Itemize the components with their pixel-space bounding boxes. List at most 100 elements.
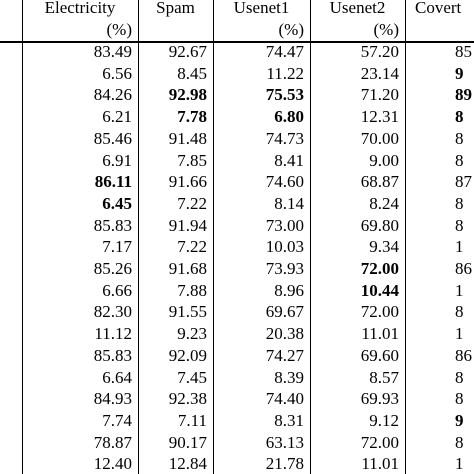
table-cell: 68.87 [360, 172, 399, 192]
table-cell: 74.60 [265, 172, 304, 192]
table-cell: 8 [455, 128, 464, 148]
table-cell: 9.12 [369, 410, 399, 430]
table-cell: 74.27 [265, 345, 304, 365]
table-cell: 9.23 [177, 324, 207, 344]
table-cell: 8 [455, 432, 464, 452]
table-cell: 8 [455, 302, 464, 322]
table-cell: 90.17 [168, 432, 207, 452]
table-cell: 8.24 [369, 193, 399, 213]
table-cell: 7.22 [177, 237, 207, 257]
table-cell: 8 [455, 150, 464, 170]
table-cell: 85.46 [93, 128, 132, 148]
table-cell: 6.45 [102, 193, 132, 213]
table-cell: 70.00 [360, 128, 399, 148]
table-cell: 83.49 [93, 42, 132, 61]
table-cell: 8 [455, 389, 464, 409]
table-cell: 6.80 [274, 107, 304, 127]
table-cell: 8 [455, 107, 464, 127]
table-cell: 69.93 [360, 389, 399, 409]
table-cell: 72.00 [360, 432, 399, 452]
column-header: Covert [415, 0, 462, 17]
table-cell: 7.74 [102, 410, 132, 430]
table-cell: 8 [455, 193, 464, 213]
table-cell: 75.53 [265, 85, 304, 105]
table-cell: 12.31 [360, 107, 399, 127]
table-cell: 63.13 [265, 432, 304, 452]
table-cell: 8.31 [274, 410, 304, 430]
table-cell: 20.38 [265, 324, 304, 344]
table-cell: 1 [455, 280, 464, 300]
table-cell: 8.14 [274, 193, 304, 213]
table-cell: 86 [455, 345, 472, 365]
column-header: Usenet2 [329, 0, 386, 17]
table-cell: 91.66 [168, 172, 207, 192]
table-cell: 7.78 [177, 107, 207, 127]
table-cell: 84.26 [93, 85, 132, 105]
table-cell: 73.93 [265, 259, 304, 278]
table-cell: 9 [455, 63, 464, 83]
table-cell: 6.91 [102, 150, 132, 170]
table-cell: 8.45 [177, 63, 207, 83]
table-cell: 6.56 [102, 63, 132, 83]
table-cell: 74.40 [265, 389, 304, 409]
table-cell: 74.47 [265, 42, 304, 61]
table-cell: 69.67 [265, 302, 304, 322]
column-header: Spam [156, 0, 195, 17]
table-cell: 85.26 [93, 259, 132, 278]
table-cell: 7.11 [177, 410, 207, 430]
column-rule [22, 0, 23, 474]
table-cell: 8 [455, 215, 464, 235]
table-cell: 7.85 [177, 150, 207, 170]
table-cell: 10.03 [265, 237, 304, 257]
table-cell: 85 [455, 42, 472, 61]
column-header: Usenet1 [233, 0, 290, 17]
table-cell: 87 [455, 172, 472, 192]
column-rule [310, 0, 311, 474]
column-rule [213, 0, 214, 474]
header-rule [0, 41, 474, 43]
table-cell: 78.87 [93, 432, 132, 452]
table-cell: 69.80 [360, 215, 399, 235]
table-cell: 92.67 [168, 42, 207, 61]
column-unit: (%) [278, 20, 304, 39]
table-cell: 1 [455, 237, 464, 257]
table-cell: 91.55 [168, 302, 207, 322]
table-cell: 7.88 [177, 280, 207, 300]
column-rule [405, 0, 406, 474]
table-cell: 11.22 [266, 63, 304, 83]
table-cell: 91.48 [168, 128, 207, 148]
table-cell: 72.00 [360, 259, 399, 278]
column-rule [138, 0, 139, 474]
table-cell: 85.83 [93, 345, 132, 365]
table-cell: 12.40 [93, 454, 132, 474]
table-cell: 86 [455, 259, 472, 278]
table-cell: 7.22 [177, 193, 207, 213]
table-cell: 9.34 [369, 237, 399, 257]
table-cell: 73.00 [265, 215, 304, 235]
table-cell: 89 [455, 85, 472, 105]
table-cell: 91.68 [168, 259, 207, 278]
table-cell: 91.94 [168, 215, 207, 235]
table-cell: 8 [455, 367, 464, 387]
table-cell: 84.93 [93, 389, 132, 409]
table-cell: 10.44 [360, 280, 399, 300]
table-cell: 6.21 [102, 107, 132, 127]
table-cell: 11.01 [361, 454, 399, 474]
table-cell: 7.45 [177, 367, 207, 387]
table-cell: 71.20 [360, 85, 399, 105]
table-cell: 21.78 [265, 454, 304, 474]
table-cell: 9.00 [369, 150, 399, 170]
table-cell: 1 [455, 324, 464, 344]
table-cell: 86.11 [94, 172, 132, 192]
table-cell: 69.60 [360, 345, 399, 365]
table-cell: 74.73 [265, 128, 304, 148]
table-cell: 8.57 [369, 367, 399, 387]
column-header: Electricity [44, 0, 116, 17]
table-cell: 12.84 [168, 454, 207, 474]
table-cell: 92.09 [168, 345, 207, 365]
table-cell: 11.01 [361, 324, 399, 344]
table-cell: 57.20 [360, 42, 399, 61]
table-cell: 9 [455, 410, 464, 430]
table-cell: 92.98 [168, 85, 207, 105]
